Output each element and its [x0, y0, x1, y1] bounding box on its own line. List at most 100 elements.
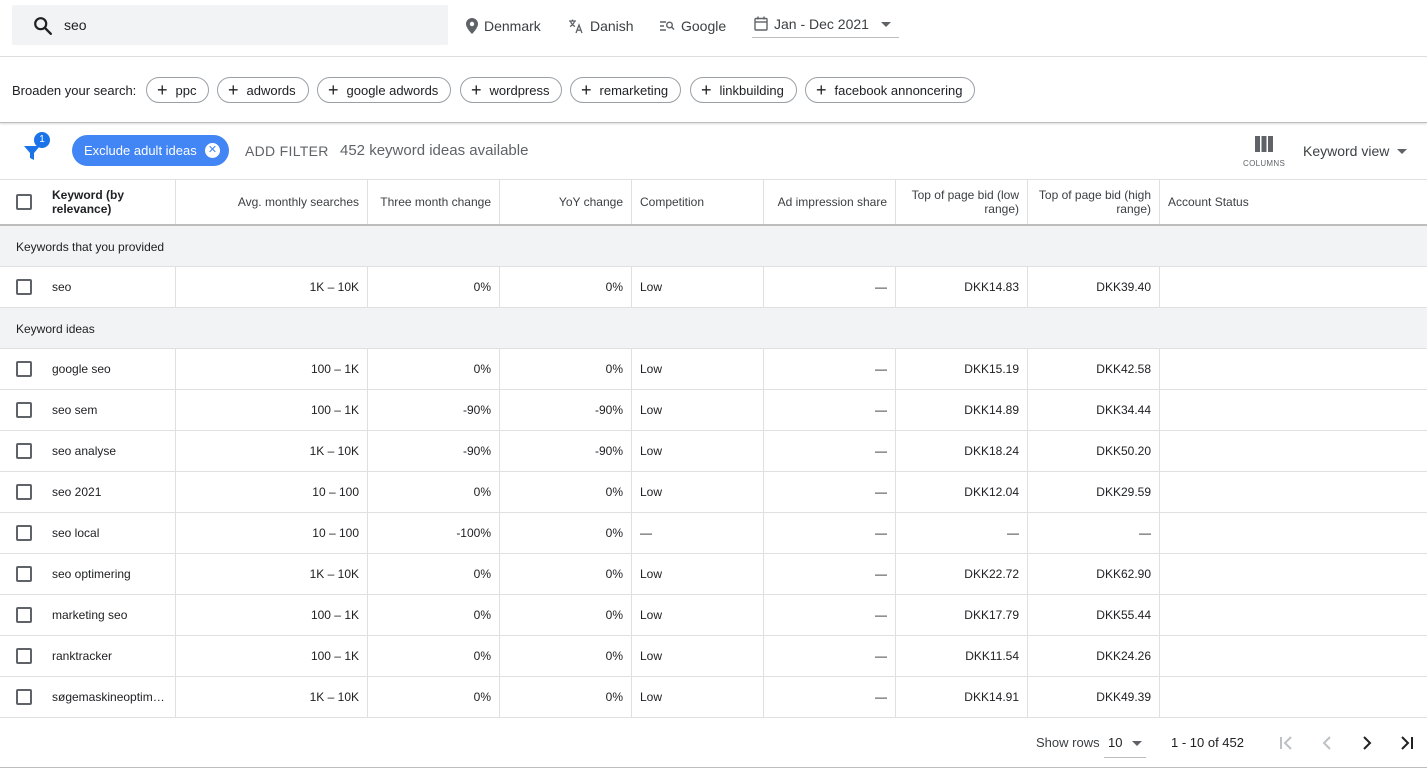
network-selector[interactable]: Google: [659, 16, 726, 36]
cell-bid-low: DKK12.04: [896, 472, 1028, 512]
row-checkbox[interactable]: [16, 279, 32, 295]
table-row: seo sem 100 – 1K -90% -90% Low — DKK14.89 DKK34…: [0, 390, 1427, 431]
cell-bid-high: DKK42.58: [1028, 349, 1160, 389]
cell-keyword: søgemaskineoptim…: [44, 677, 176, 717]
select-all-checkbox[interactable]: [16, 194, 32, 210]
broaden-chip[interactable]: + facebook annoncering: [805, 77, 976, 103]
rows-per-page-select[interactable]: 10: [1104, 730, 1146, 758]
filter-bar: 1 Exclude adult ideas ✕ ADD FILTER 452 k…: [0, 124, 1427, 180]
cell-bid-high: DKK39.40: [1028, 267, 1160, 307]
broaden-chip[interactable]: + adwords: [217, 77, 309, 103]
header-keyword[interactable]: Keyword (by relevance): [44, 180, 176, 224]
chevron-down-icon: [1397, 148, 1408, 154]
cell-three-month: 0%: [368, 636, 500, 676]
previous-page-icon[interactable]: [1316, 732, 1338, 754]
header-account-status[interactable]: Account Status: [1168, 195, 1249, 209]
language-selector[interactable]: Danish: [568, 16, 634, 36]
filter-icon[interactable]: [22, 138, 48, 164]
exclude-chip-label: Exclude adult ideas: [84, 143, 197, 158]
cell-avg: 1K – 10K: [176, 267, 368, 307]
header-ad-impression-share[interactable]: Ad impression share: [764, 180, 896, 224]
header-three-month-change[interactable]: Three month change: [368, 180, 500, 224]
header-competition[interactable]: Competition: [632, 180, 764, 224]
cell-avg: 1K – 10K: [176, 431, 368, 471]
header-bid-high[interactable]: Top of page bid (high range): [1028, 180, 1160, 224]
ideas-rows: google seo 100 – 1K 0% 0% Low — DKK15.19 DKK42.…: [0, 349, 1427, 718]
date-range-label: Jan - Dec 2021: [774, 15, 869, 32]
translate-icon: [569, 19, 583, 34]
cell-keyword: seo sem: [44, 390, 176, 430]
row-checkbox[interactable]: [16, 566, 32, 582]
header-yoy-change[interactable]: YoY change: [500, 180, 632, 224]
keyword-count: 452 keyword ideas available: [340, 142, 529, 159]
row-checkbox[interactable]: [16, 648, 32, 664]
add-filter-button[interactable]: ADD FILTER: [245, 143, 329, 159]
cell-keyword: marketing seo: [44, 595, 176, 635]
cell-bid-low: DKK11.54: [896, 636, 1028, 676]
group-header-provided: Keywords that you provided: [0, 226, 1427, 267]
cell-bid-low: —: [896, 513, 1028, 553]
view-selector[interactable]: Keyword view: [1303, 143, 1408, 159]
cell-yoy: 0%: [500, 513, 632, 553]
broaden-label: Broaden your search:: [12, 83, 137, 98]
cell-avg: 100 – 1K: [176, 349, 368, 389]
plus-icon: +: [228, 80, 239, 100]
next-page-icon[interactable]: [1356, 732, 1378, 754]
page-range: 1 - 10 of 452: [1171, 735, 1244, 750]
view-label: Keyword view: [1303, 143, 1390, 159]
cell-competition: Low: [632, 390, 764, 430]
last-page-icon[interactable]: [1396, 732, 1418, 754]
plus-icon: +: [816, 80, 827, 100]
chip-label: google adwords: [346, 82, 439, 98]
language-label: Danish: [590, 18, 634, 34]
cell-bid-low: DKK14.91: [896, 677, 1028, 717]
row-checkbox[interactable]: [16, 484, 32, 500]
cell-yoy: 0%: [500, 554, 632, 594]
row-checkbox[interactable]: [16, 443, 32, 459]
date-range-selector[interactable]: Jan - Dec 2021: [752, 10, 899, 38]
exclude-adult-ideas-chip[interactable]: Exclude adult ideas ✕: [72, 135, 229, 166]
cell-three-month: 0%: [368, 472, 500, 512]
table-row: marketing seo 100 – 1K 0% 0% Low — DKK17.79 DKK…: [0, 595, 1427, 636]
cell-avg: 100 – 1K: [176, 390, 368, 430]
broaden-chip[interactable]: + linkbuilding: [690, 77, 797, 103]
cell-yoy: 0%: [500, 267, 632, 307]
table-row: seo analyse 1K – 10K -90% -90% Low — DKK18.24 D…: [0, 431, 1427, 472]
row-checkbox[interactable]: [16, 607, 32, 623]
cell-avg: 1K – 10K: [176, 554, 368, 594]
cell-three-month: -90%: [368, 431, 500, 471]
row-checkbox[interactable]: [16, 689, 32, 705]
row-checkbox[interactable]: [16, 361, 32, 377]
header-bid-low[interactable]: Top of page bid (low range): [896, 180, 1028, 224]
table-row: søgemaskineoptim… 1K – 10K 0% 0% Low — DKK14.9…: [0, 677, 1427, 718]
cell-bid-low: DKK14.89: [896, 390, 1028, 430]
group-header-ideas: Keyword ideas: [0, 308, 1427, 349]
broaden-chip[interactable]: + wordpress: [460, 77, 563, 103]
search-input[interactable]: [64, 11, 434, 39]
row-checkbox[interactable]: [16, 525, 32, 541]
cell-yoy: 0%: [500, 677, 632, 717]
broaden-chip[interactable]: + ppc: [146, 77, 210, 103]
cell-bid-high: DKK50.20: [1028, 431, 1160, 471]
header-avg-monthly-searches[interactable]: Avg. monthly searches: [176, 180, 368, 224]
broaden-chip[interactable]: + remarketing: [570, 77, 682, 103]
broaden-chip[interactable]: + google adwords: [317, 77, 452, 103]
cell-impression: —: [764, 472, 896, 512]
cell-impression: —: [764, 636, 896, 676]
cell-bid-high: DKK55.44: [1028, 595, 1160, 635]
columns-button[interactable]: COLUMNS: [1243, 136, 1285, 170]
cell-yoy: 0%: [500, 595, 632, 635]
search-box[interactable]: [12, 5, 448, 45]
cell-yoy: -90%: [500, 431, 632, 471]
network-label: Google: [681, 18, 727, 34]
table-row: seo 1K – 10K 0% 0% Low — DKK14.83 DKK39.…: [0, 267, 1427, 308]
cell-bid-low: DKK18.24: [896, 431, 1028, 471]
first-page-icon[interactable]: [1276, 732, 1298, 754]
chevron-down-icon: [881, 22, 891, 27]
top-bar: Denmark Danish Google Jan - Dec 2021: [0, 0, 1427, 57]
row-checkbox[interactable]: [16, 402, 32, 418]
cell-keyword: seo: [44, 267, 176, 307]
cell-keyword: seo local: [44, 513, 176, 553]
close-icon[interactable]: ✕: [205, 143, 220, 158]
location-selector[interactable]: Denmark: [466, 16, 541, 36]
